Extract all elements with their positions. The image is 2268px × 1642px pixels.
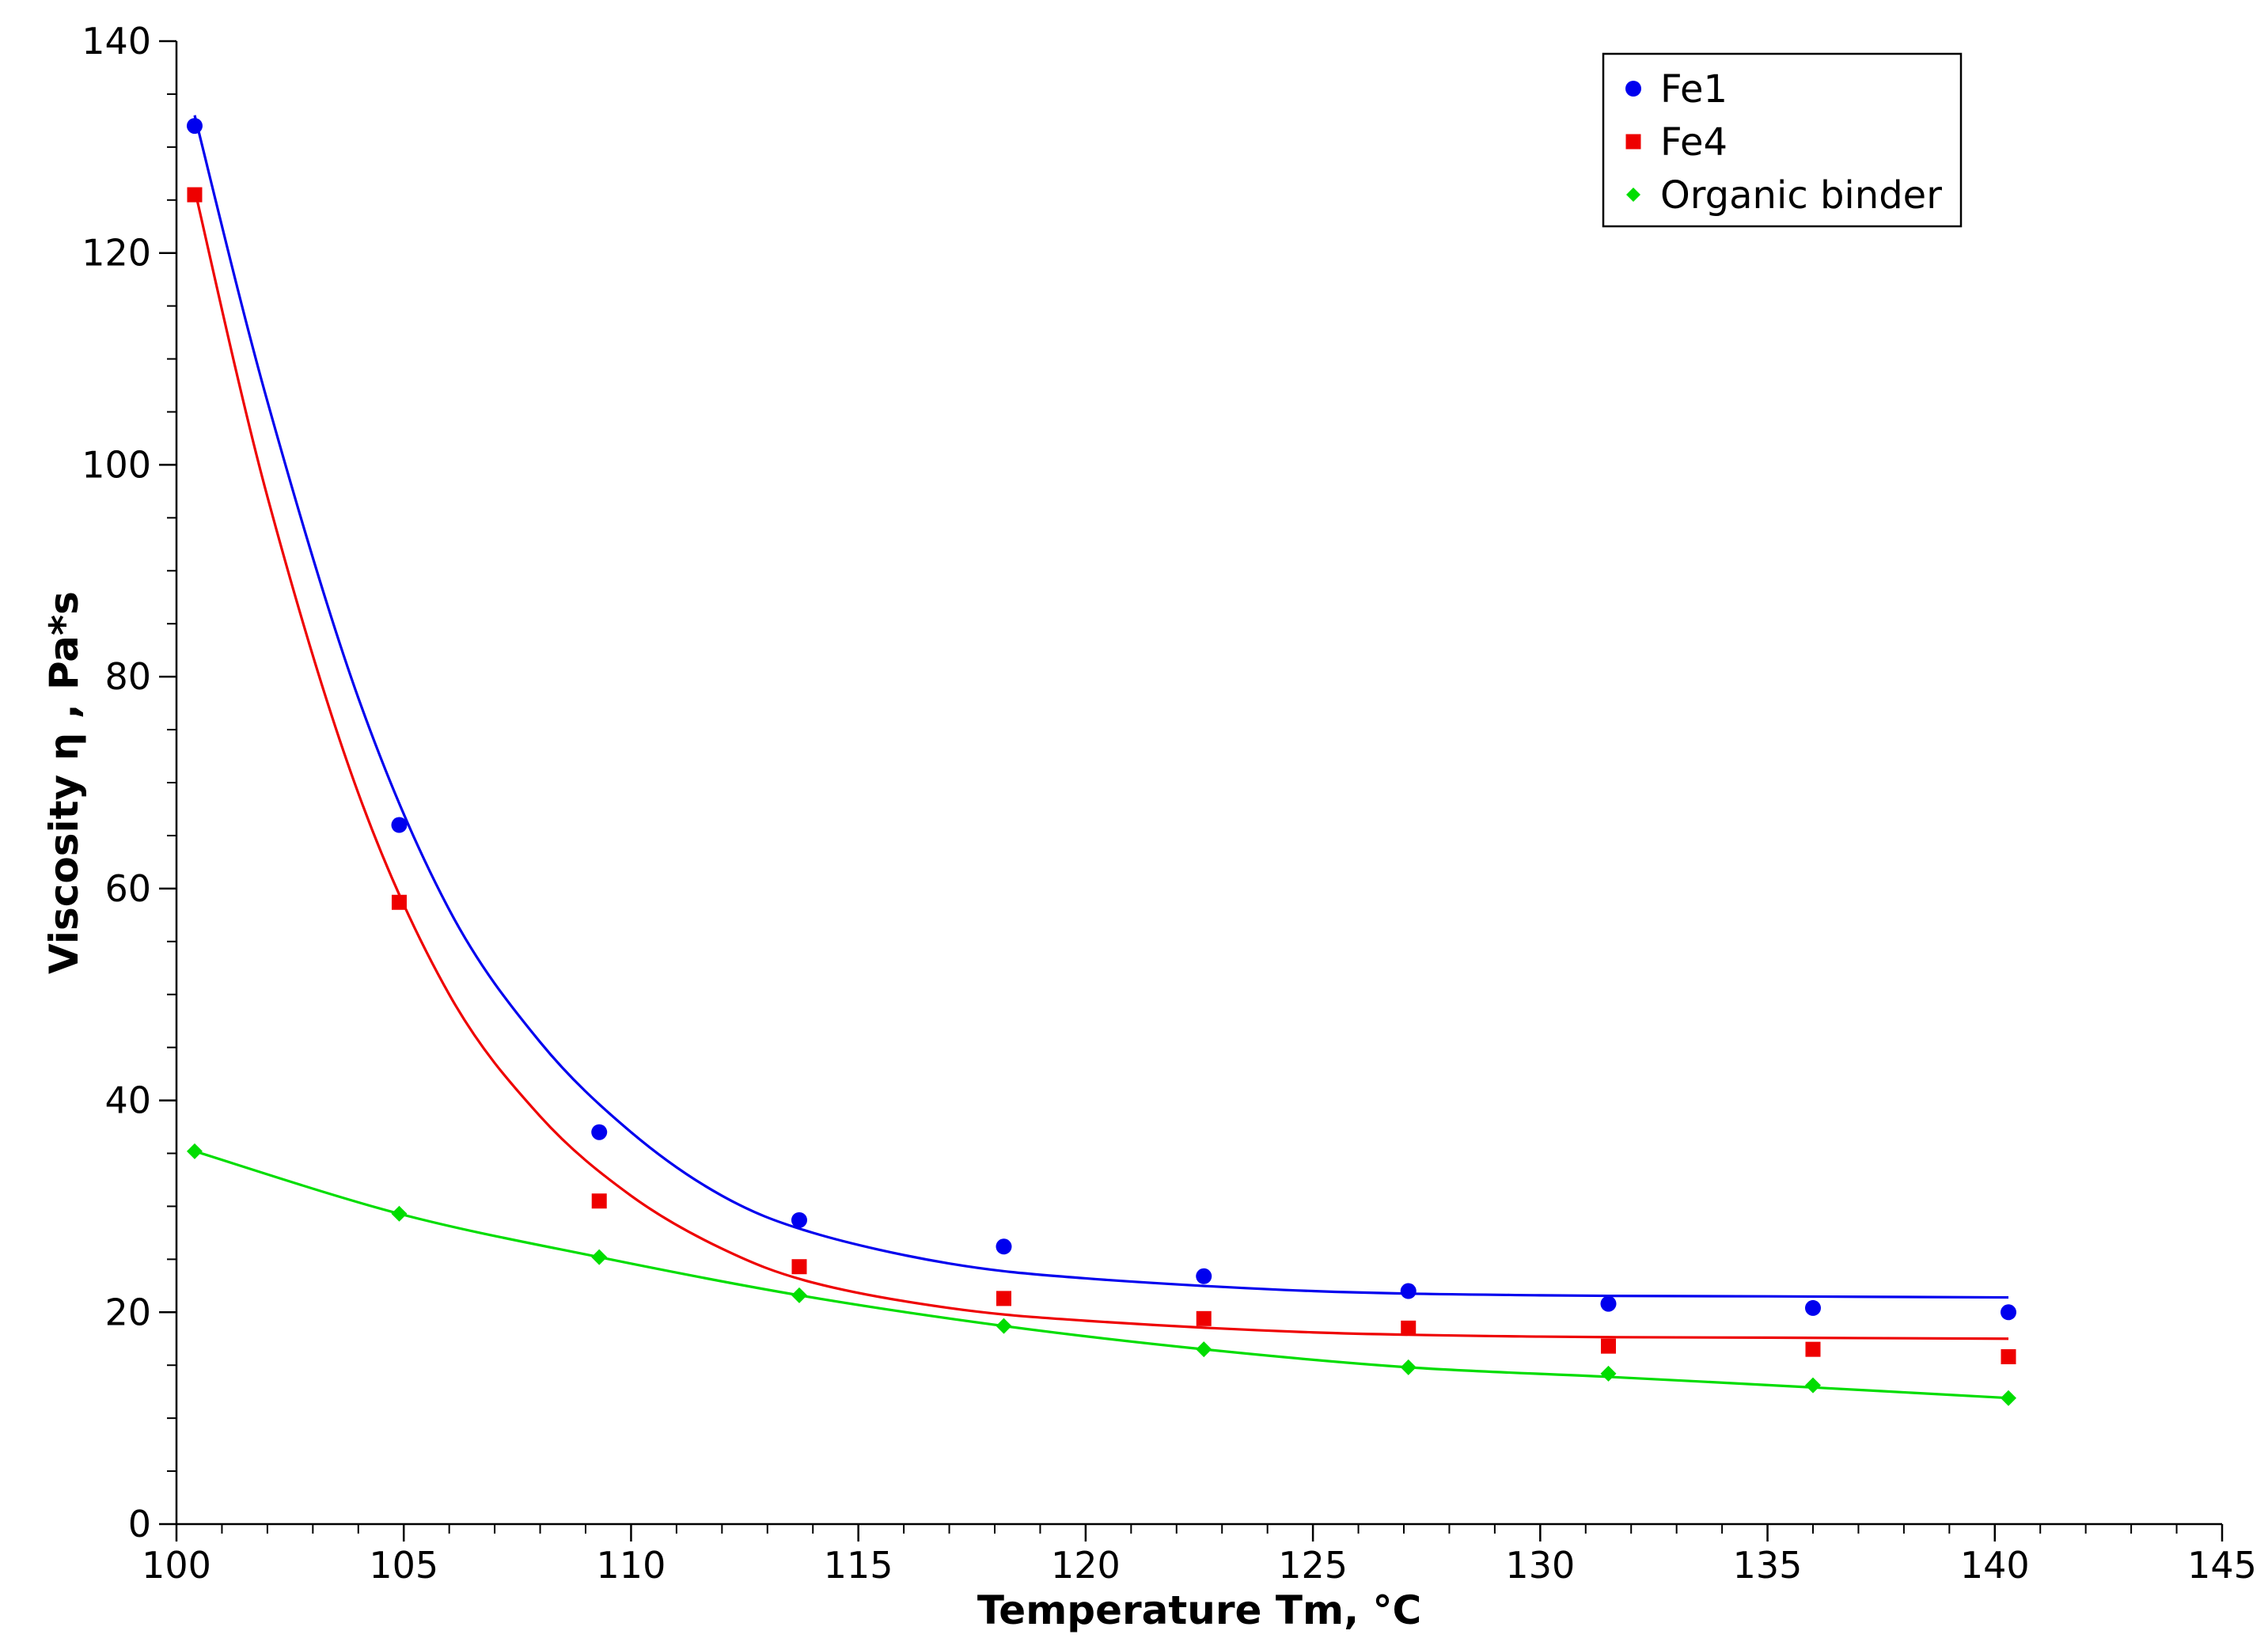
legend-marker-1: [1625, 134, 1641, 150]
data-point-0: [1805, 1299, 1821, 1316]
x-axis-title: Temperature Tm, °C: [977, 1587, 1421, 1633]
data-point-2: [1400, 1359, 1417, 1375]
fit-curves: [193, 115, 2009, 1400]
y-tick-label: 40: [104, 1079, 151, 1122]
legend-label-1: Fe4: [1660, 120, 1728, 165]
data-point-1: [1601, 1338, 1616, 1354]
data-point-1: [1196, 1310, 1212, 1326]
x-tick-label: 110: [597, 1544, 666, 1587]
legend-label-0: Fe1: [1660, 67, 1728, 112]
data-point-0: [391, 817, 408, 833]
data-point-1: [996, 1291, 1011, 1306]
data-point-1: [2001, 1349, 2016, 1365]
data-point-0: [591, 1124, 608, 1140]
data-point-0: [186, 118, 203, 135]
y-tick-label: 140: [82, 20, 151, 63]
x-tick-label: 105: [369, 1544, 438, 1587]
axes: 100 105 110 115 120 125 130 135 140 145 0 20 40 60 80 1…: [82, 20, 2257, 1587]
x-tick-label: 145: [2187, 1544, 2257, 1587]
x-tick-label: 115: [824, 1544, 893, 1587]
x-tick-label: 100: [142, 1544, 211, 1587]
x-tick-label: 120: [1051, 1544, 1121, 1587]
data-point-0: [1196, 1268, 1212, 1284]
data-point-1: [1805, 1341, 1821, 1357]
y-tick-label: 80: [104, 655, 151, 698]
x-tick-label: 130: [1505, 1544, 1575, 1587]
data-point-1: [591, 1193, 607, 1209]
y-tick-label: 60: [104, 867, 151, 910]
data-point-1: [791, 1259, 807, 1275]
data-point-2: [1600, 1365, 1617, 1382]
data-markers: [186, 118, 2017, 1406]
x-tick-label: 140: [1960, 1544, 2030, 1587]
y-axis-title: Viscosity η , Pa*s: [41, 591, 87, 974]
data-point-0: [996, 1238, 1012, 1255]
fit-curve-0: [193, 115, 2009, 1299]
y-tick-label: 100: [82, 443, 151, 486]
y-tick-label: 120: [82, 232, 151, 275]
data-point-2: [391, 1205, 408, 1222]
legend: Fe1 Fe4 Organic binder: [1602, 52, 1963, 228]
y-tick-label: 0: [128, 1503, 151, 1545]
data-point-2: [2001, 1390, 2017, 1406]
data-point-2: [591, 1249, 608, 1265]
data-point-0: [1600, 1295, 1617, 1312]
data-point-1: [187, 187, 203, 203]
y-tick-label: 20: [104, 1291, 151, 1333]
data-point-2: [186, 1143, 203, 1159]
legend-box: [1602, 52, 1963, 228]
data-point-0: [2001, 1304, 2017, 1321]
data-point-0: [1400, 1283, 1417, 1299]
data-point-2: [1805, 1377, 1821, 1394]
data-point-0: [791, 1212, 807, 1228]
legend-marker-0: [1625, 81, 1641, 97]
data-point-1: [391, 894, 407, 910]
data-point-2: [996, 1318, 1012, 1334]
data-point-2: [791, 1287, 807, 1303]
fit-curve-2: [194, 1150, 2009, 1400]
x-tick-label: 135: [1733, 1544, 1803, 1587]
data-point-1: [1401, 1320, 1417, 1336]
x-tick-label: 125: [1278, 1544, 1348, 1587]
legend-label-2: Organic binder: [1660, 173, 1942, 218]
data-point-2: [1196, 1341, 1212, 1358]
legend-marker-2: [1626, 188, 1640, 202]
fit-curve-1: [193, 189, 2009, 1341]
